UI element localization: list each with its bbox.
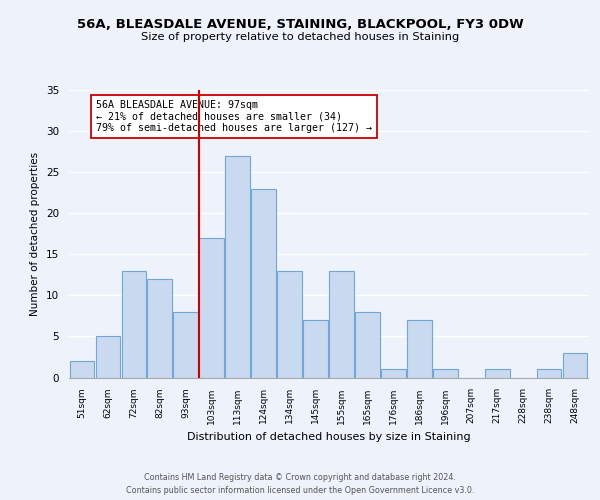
Bar bbox=[122, 270, 146, 378]
Text: Contains HM Land Registry data © Crown copyright and database right 2024.: Contains HM Land Registry data © Crown c… bbox=[144, 472, 456, 482]
Bar bbox=[148, 279, 172, 378]
Bar bbox=[95, 336, 120, 378]
X-axis label: Distribution of detached houses by size in Staining: Distribution of detached houses by size … bbox=[187, 432, 470, 442]
Bar bbox=[407, 320, 431, 378]
Bar bbox=[355, 312, 380, 378]
Text: 56A BLEASDALE AVENUE: 97sqm
← 21% of detached houses are smaller (34)
79% of sem: 56A BLEASDALE AVENUE: 97sqm ← 21% of det… bbox=[96, 100, 372, 133]
Bar bbox=[537, 370, 562, 378]
Bar bbox=[226, 156, 250, 378]
Bar bbox=[381, 370, 406, 378]
Bar bbox=[251, 188, 276, 378]
Bar bbox=[303, 320, 328, 378]
Bar bbox=[173, 312, 198, 378]
Bar bbox=[329, 270, 354, 378]
Text: Contains public sector information licensed under the Open Government Licence v3: Contains public sector information licen… bbox=[126, 486, 474, 495]
Bar bbox=[433, 370, 458, 378]
Bar bbox=[277, 270, 302, 378]
Text: Size of property relative to detached houses in Staining: Size of property relative to detached ho… bbox=[141, 32, 459, 42]
Bar bbox=[485, 370, 509, 378]
Text: 56A, BLEASDALE AVENUE, STAINING, BLACKPOOL, FY3 0DW: 56A, BLEASDALE AVENUE, STAINING, BLACKPO… bbox=[77, 18, 523, 30]
Bar bbox=[70, 361, 94, 378]
Bar bbox=[199, 238, 224, 378]
Bar bbox=[563, 353, 587, 378]
Y-axis label: Number of detached properties: Number of detached properties bbox=[31, 152, 40, 316]
